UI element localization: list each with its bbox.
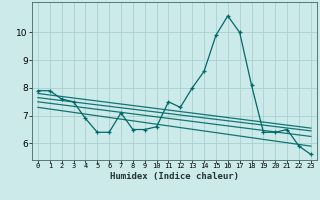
X-axis label: Humidex (Indice chaleur): Humidex (Indice chaleur)	[110, 172, 239, 181]
